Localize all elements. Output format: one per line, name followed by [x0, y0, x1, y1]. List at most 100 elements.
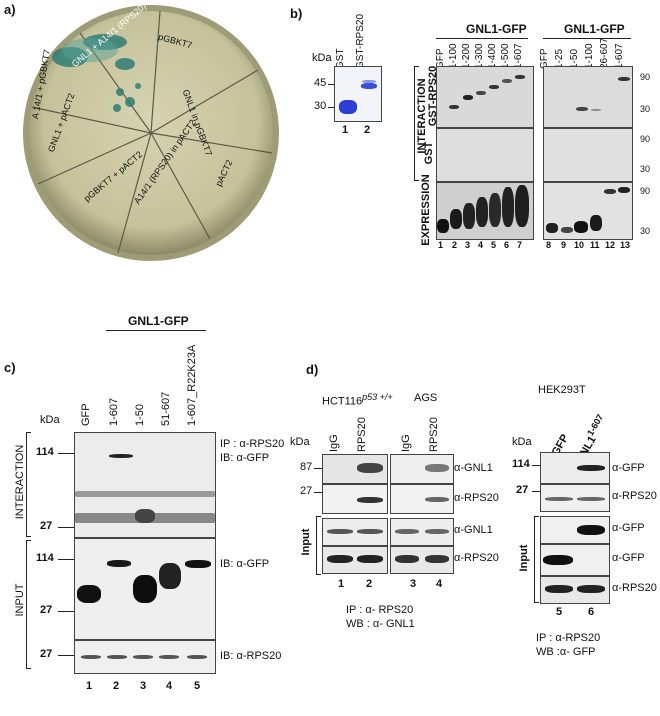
panel-c-ib3: IB: α-RPS20: [220, 650, 282, 662]
panel-c-ib1: IB: α-GFP: [220, 452, 270, 464]
gel-lane-gst-rps20: GST-RPS20: [355, 13, 366, 69]
yeast-two-hybrid-plate: [20, 2, 282, 264]
gel-marker-30: 30: [314, 100, 327, 112]
input-label-right: Input: [518, 544, 530, 572]
marker-c-27-mid: 27: [40, 604, 53, 616]
lane-number-b-3: 3: [465, 240, 471, 250]
blot-label-d-gnl1: α-GNL1: [454, 462, 493, 474]
marker-b-30-1: 30: [640, 104, 651, 114]
marker-c-114-mid: 114: [36, 552, 54, 564]
lane-d-rps20-2: RPS20: [428, 417, 440, 452]
lane-number-d-1: 1: [338, 578, 345, 590]
marker-c-114-top: 114: [36, 446, 54, 458]
lane-c-5: 1-607_R22K23A: [186, 344, 198, 426]
panel-a-label: a): [4, 2, 16, 17]
lane-number-c-2: 2: [113, 680, 120, 692]
gel-marker-45: 45: [314, 77, 327, 89]
row-label-c-input: INPUT: [14, 583, 26, 617]
panel-c-group: GNL1-GFP: [128, 314, 189, 328]
blot-label-d-hek-input-rps20: α-RPS20: [612, 582, 657, 594]
blot-d-hct-input-rps20: [322, 546, 388, 574]
lane-number-b-8: 8: [546, 240, 552, 250]
blot-d-hek-input-gfp-2: [540, 544, 610, 576]
group-header-2: GNL1-GFP: [564, 22, 625, 36]
marker-b-90-3: 90: [640, 186, 651, 196]
blot-c-interaction: [74, 432, 216, 538]
lane-number-d-3: 3: [410, 578, 417, 590]
blot-b-expression-right: [543, 182, 633, 240]
marker-d-27-right: 27: [516, 484, 529, 496]
panel-d-kda-left: kDa: [290, 436, 310, 448]
ip-label-left: IP : α- RPS20: [346, 604, 414, 616]
blot-d-hct-input-gnl1: [322, 518, 388, 546]
marker-b-30-2: 30: [640, 164, 651, 174]
coomassie-gel: [334, 66, 382, 122]
blot-b-gst-right: [543, 128, 633, 182]
blot-d-hek-gfp: [540, 452, 610, 484]
blot-label-d-hek-input-gfp-2: α-GFP: [612, 552, 645, 564]
lane-number-c-4: 4: [166, 680, 173, 692]
blot-c-loading: [74, 640, 216, 674]
wb-label-right: WB :α- GFP: [536, 646, 596, 658]
blot-b-gst-rps20-left: [436, 66, 534, 128]
lane-c-2: 1-607: [108, 397, 120, 426]
lane-number-b-10: 10: [574, 240, 585, 250]
row-label-expression: EXPRESSION: [420, 174, 432, 246]
blot-d-hek-input-rps20: [540, 576, 610, 604]
marker-c-27-bot: 27: [40, 648, 53, 660]
blot-label-d-hek-input-gfp-1: α-GFP: [612, 522, 645, 534]
blot-d-hct-gnl1: [322, 454, 388, 484]
panel-c-label: c): [4, 360, 16, 375]
panel-c-kda: kDa: [40, 414, 60, 426]
blot-label-d-input-gnl1: α-GNL1: [454, 524, 493, 536]
gel-lane-number-1: 1: [342, 124, 349, 136]
cell-line-ags: AGS: [414, 392, 438, 404]
marker-b-90-1: 90: [640, 72, 651, 82]
blot-d-hek-input-gfp-1: [540, 516, 610, 544]
blot-label-d-rps20: α-RPS20: [454, 492, 499, 504]
blot-d-ags-input-gnl1: [390, 518, 454, 546]
lane-c-3: 1-50: [134, 403, 146, 426]
lane-b-12: 26-607: [599, 37, 610, 69]
marker-d-87: 87: [300, 461, 313, 473]
cell-line-hek293t: HEK293T: [538, 384, 586, 396]
blot-b-gst-rps20-right: [543, 66, 633, 128]
marker-d-27-left: 27: [300, 485, 313, 497]
marker-d-114: 114: [512, 458, 530, 470]
marker-b-30-3: 30: [640, 226, 651, 236]
blot-d-hct-rps20: [322, 484, 388, 514]
lane-number-b-4: 4: [478, 240, 484, 250]
lane-number-b-6: 6: [504, 240, 510, 250]
cell-line-hct116: HCT116p53 +/+: [322, 392, 393, 408]
blot-label-d-input-rps20: α-RPS20: [454, 552, 499, 564]
panel-d-kda-right: kDa: [512, 436, 532, 448]
lane-c-4: 51-607: [160, 391, 172, 426]
panel-c-ip: IP : α-RPS20: [220, 438, 285, 450]
lane-number-c-1: 1: [86, 680, 93, 692]
lane-number-d-2: 2: [366, 578, 373, 590]
group-header-1: GNL1-GFP: [466, 22, 527, 36]
row-label-c-interaction: INTERACTION: [14, 444, 26, 520]
lane-number-b-5: 5: [491, 240, 497, 250]
lane-c-1: GFP: [80, 403, 92, 426]
blot-label-d-hek-gfp: α-GFP: [612, 462, 645, 474]
lane-number-b-2: 2: [452, 240, 458, 250]
panel-c-ib2: IB: α-GFP: [220, 558, 270, 570]
lane-number-d-4: 4: [436, 578, 443, 590]
lane-d-rps20-1: RPS20: [356, 417, 368, 452]
lane-number-b-11: 11: [590, 240, 600, 250]
gel-kda-label: kDa: [312, 52, 332, 64]
blot-c-input: [74, 538, 216, 640]
blot-b-gst-left: [436, 128, 534, 182]
lane-number-c-3: 3: [140, 680, 147, 692]
row-label-gst-rps20: GST-RPS20: [427, 65, 439, 127]
marker-c-27-top: 27: [40, 520, 53, 532]
blot-label-d-hek-rps20: α-RPS20: [612, 490, 657, 502]
lane-number-b-9: 9: [561, 240, 567, 250]
blot-d-hek-rps20: [540, 484, 610, 512]
lane-number-b-13: 13: [620, 240, 631, 250]
lane-d-igg-2: IgG: [400, 434, 412, 452]
blot-d-ags-rps20: [390, 484, 454, 514]
lane-number-c-5: 5: [194, 680, 201, 692]
panel-d-label: d): [306, 362, 319, 377]
